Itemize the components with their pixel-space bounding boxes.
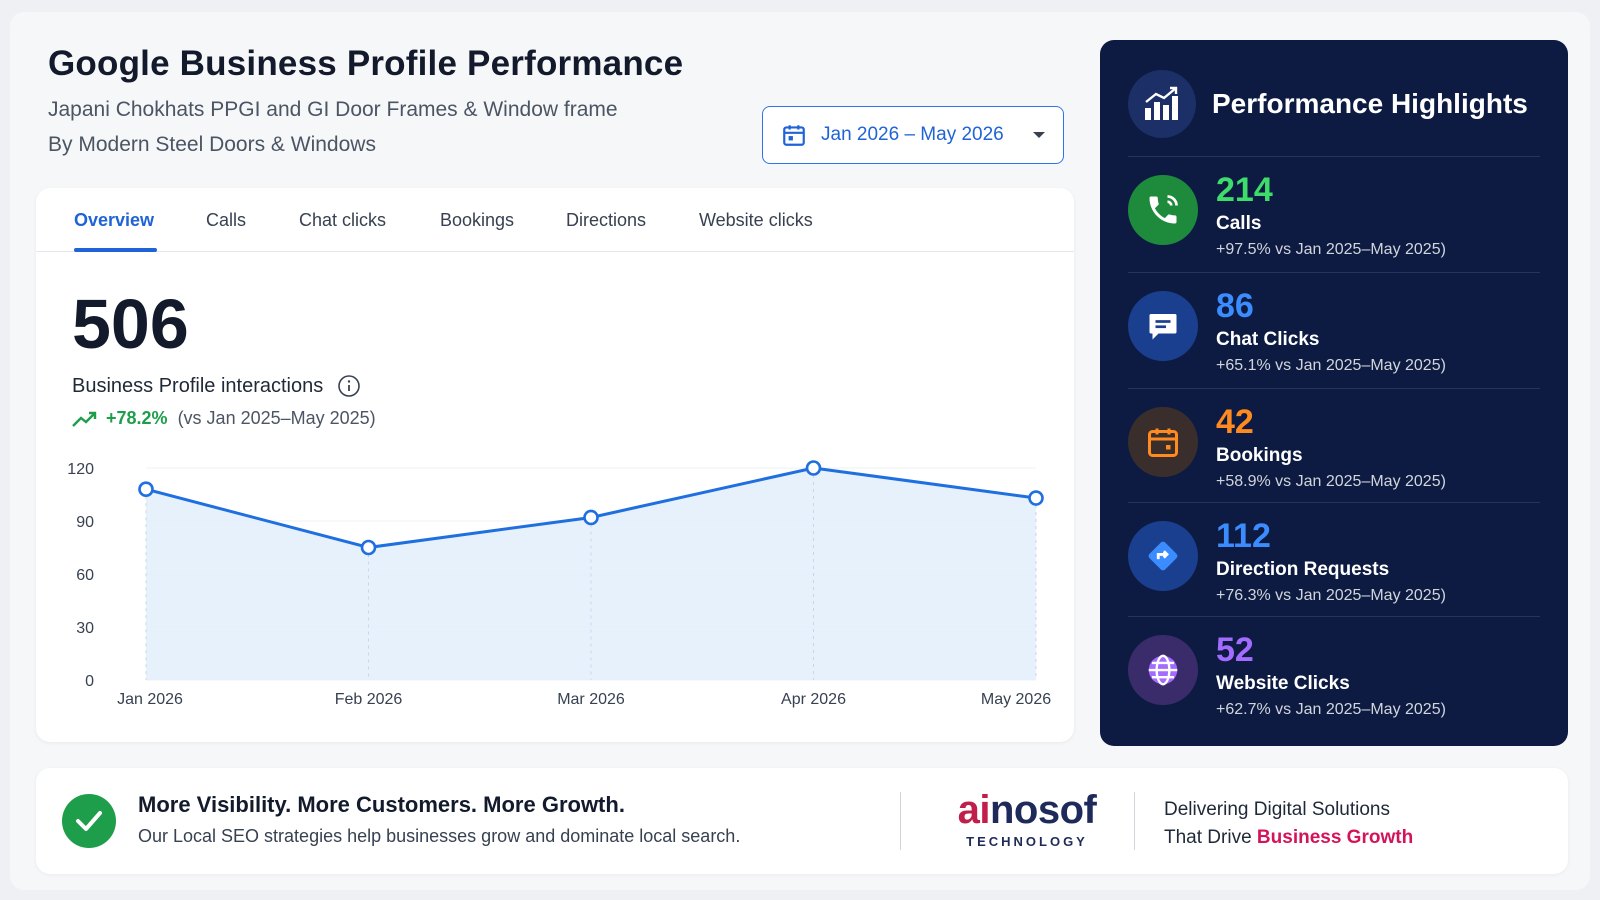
interactions-line-chart: 120 90 60 30 0 Jan 2026 Feb 2026 Mar 2026 Apr 20… bbox=[67, 460, 1051, 708]
highlight-website-clicks: 52 Website Clicks +62.7% vs Jan 2025–May 2… bbox=[1128, 616, 1540, 732]
tagline-line-1: Delivering Digital Solutions bbox=[1164, 799, 1390, 820]
highlights-icon-circle bbox=[1128, 70, 1196, 138]
trending-up-icon bbox=[72, 411, 97, 427]
highlight-bookings: 42 Bookings +58.9% vs Jan 2025–May 2025) bbox=[1128, 388, 1540, 504]
bar-chart-icon bbox=[1145, 86, 1178, 120]
highlight-name: Bookings bbox=[1216, 445, 1303, 466]
chat-icon bbox=[1128, 291, 1198, 361]
highlight-calls: 214 Calls +97.5% vs Jan 2025–May 2025) bbox=[1128, 156, 1540, 272]
company-logo[interactable]: ainosof TECHNOLOGY bbox=[942, 788, 1112, 849]
tab-directions[interactable]: Directions bbox=[566, 210, 647, 230]
page-title: Google Business Profile Performance bbox=[48, 44, 684, 83]
calendar-icon bbox=[1128, 407, 1198, 477]
directions-icon bbox=[1128, 521, 1198, 591]
footer-banner: More Visibility. More Customers. More Gr… bbox=[36, 768, 1568, 874]
tagline-prefix: That Drive bbox=[1164, 827, 1257, 848]
highlight-chat-clicks: 86 Chat Clicks +65.1% vs Jan 2025–May 2025… bbox=[1128, 272, 1540, 388]
trend-row: +78.2% (vs Jan 2025–May 2025) bbox=[72, 408, 376, 429]
data-point[interactable] bbox=[138, 481, 154, 498]
highlight-value: 52 bbox=[1216, 631, 1254, 669]
highlight-value: 214 bbox=[1216, 171, 1273, 209]
footer-divider bbox=[900, 792, 901, 850]
data-point[interactable] bbox=[360, 539, 377, 556]
highlights-title: Performance Highlights bbox=[1212, 88, 1528, 119]
y-tick-label: 90 bbox=[76, 514, 94, 531]
highlight-direction-requests: 112 Direction Requests +76.3% vs Jan 2025–… bbox=[1128, 502, 1540, 618]
y-tick-label: 120 bbox=[67, 461, 94, 478]
performance-highlights-panel: Performance Highlights 214 Calls +97.5% vs… bbox=[1100, 40, 1568, 746]
metric-tabs: Overview Calls Chat clicks Bookings Dire… bbox=[36, 188, 1074, 252]
tab-calls[interactable]: Calls bbox=[206, 210, 247, 230]
tagline-line-2: That Drive Business Growth bbox=[1164, 824, 1413, 852]
x-tick-label: Jan 2026 bbox=[117, 691, 183, 708]
data-point[interactable] bbox=[583, 509, 599, 526]
trend-percent: +78.2% bbox=[106, 408, 168, 428]
highlight-delta: +65.1% vs Jan 2025–May 2025) bbox=[1216, 357, 1446, 374]
subtitle-business-name: Japani Chokhats PPGI and GI Door Frames … bbox=[48, 98, 618, 121]
data-point[interactable] bbox=[805, 460, 822, 476]
trend-comparison: (vs Jan 2025–May 2025) bbox=[177, 408, 376, 428]
highlight-value: 86 bbox=[1216, 287, 1254, 325]
highlight-delta: +58.9% vs Jan 2025–May 2025) bbox=[1216, 473, 1446, 490]
x-tick-label: Apr 2026 bbox=[781, 691, 846, 708]
globe-icon bbox=[1128, 635, 1198, 705]
x-tick-label: May 2026 bbox=[981, 691, 1051, 708]
highlights-header: Performance Highlights bbox=[1128, 70, 1528, 138]
data-point[interactable] bbox=[1028, 490, 1044, 506]
highlight-name: Direction Requests bbox=[1216, 559, 1390, 580]
y-tick-label: 0 bbox=[85, 673, 94, 690]
info-icon[interactable] bbox=[337, 374, 361, 398]
tab-chat-clicks[interactable]: Chat clicks bbox=[299, 210, 387, 230]
tagline-accent: Business Growth bbox=[1256, 827, 1414, 848]
logo-subtitle: TECHNOLOGY bbox=[966, 834, 1088, 849]
highlight-value: 42 bbox=[1216, 403, 1254, 441]
overview-card: Overview Calls Chat clicks Bookings Dire… bbox=[36, 188, 1074, 742]
calendar-icon bbox=[783, 125, 805, 146]
highlight-delta: +62.7% vs Jan 2025–May 2025) bbox=[1216, 701, 1446, 718]
subtitle-company: By Modern Steel Doors & Windows bbox=[48, 133, 376, 156]
highlight-name: Website Clicks bbox=[1216, 673, 1350, 694]
total-interactions: 506 bbox=[72, 285, 189, 363]
check-icon bbox=[62, 794, 116, 848]
x-tick-label: Feb 2026 bbox=[335, 691, 403, 708]
highlight-value: 112 bbox=[1216, 517, 1271, 555]
highlight-delta: +97.5% vs Jan 2025–May 2025) bbox=[1216, 241, 1446, 258]
page-subtitle: Japani Chokhats PPGI and GI Door Frames … bbox=[48, 92, 708, 162]
tab-overview[interactable]: Overview bbox=[74, 210, 155, 230]
highlight-delta: +76.3% vs Jan 2025–May 2025) bbox=[1216, 587, 1446, 604]
footer-divider bbox=[1134, 792, 1135, 850]
y-tick-label: 60 bbox=[76, 567, 94, 584]
y-tick-label: 30 bbox=[76, 620, 94, 637]
highlight-name: Chat Clicks bbox=[1216, 329, 1320, 350]
metric-label: Business Profile interactions bbox=[72, 374, 361, 398]
phone-icon bbox=[1128, 175, 1198, 245]
x-tick-label: Mar 2026 bbox=[557, 691, 625, 708]
footer-headline: More Visibility. More Customers. More Gr… bbox=[138, 792, 625, 817]
tab-website-clicks[interactable]: Website clicks bbox=[699, 210, 813, 230]
logo-wordmark: ainosof bbox=[957, 788, 1097, 832]
footer-subtext: Our Local SEO strategies help businesses… bbox=[138, 826, 741, 846]
tab-bookings[interactable]: Bookings bbox=[440, 210, 515, 230]
date-range-picker[interactable]: Jan 2026 – May 2026 bbox=[762, 106, 1064, 164]
chevron-down-icon bbox=[1033, 132, 1045, 138]
metric-label-text: Business Profile interactions bbox=[72, 374, 324, 397]
active-tab-indicator bbox=[74, 248, 157, 252]
footer-tagline: Delivering Digital Solutions That Drive … bbox=[1164, 796, 1413, 852]
date-range-label: Jan 2026 – May 2026 bbox=[821, 124, 1004, 145]
highlight-name: Calls bbox=[1216, 213, 1262, 234]
